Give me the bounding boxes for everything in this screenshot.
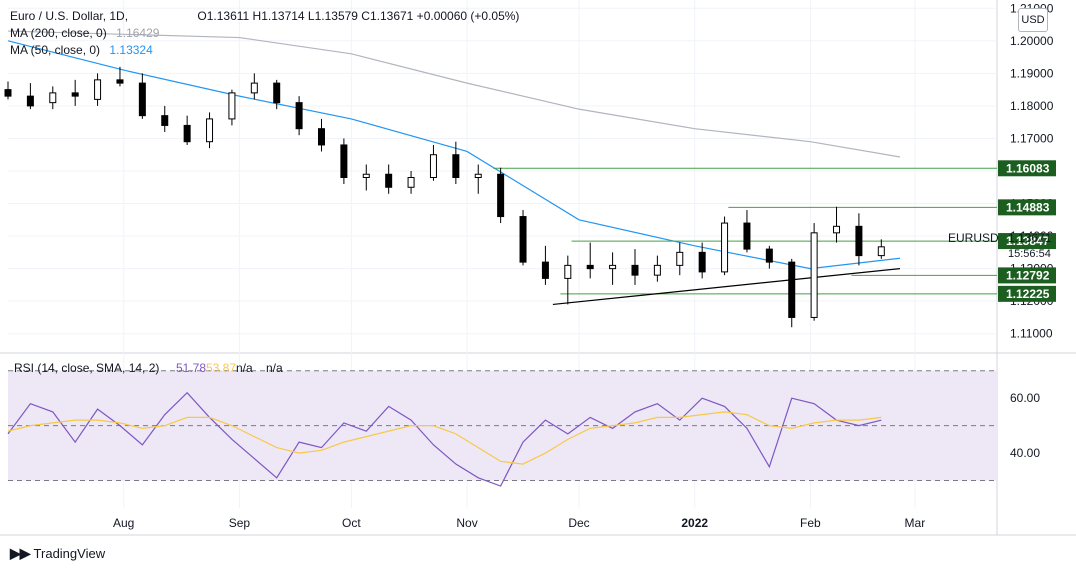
symbol-name[interactable]: Euro / U.S. Dollar, 1D,	[10, 9, 129, 23]
candle-body	[877, 246, 885, 257]
candle-body	[833, 225, 841, 234]
candle-body	[765, 248, 773, 263]
candle-body	[273, 82, 281, 104]
candle-body	[71, 92, 79, 97]
level-label-bg	[998, 267, 1056, 284]
tradingview-logo-icon: ▶▶	[10, 545, 31, 561]
price-tick-label: 1.17000	[1010, 131, 1054, 145]
ohlc-values: O1.13611 H1.13714 L1.13579 C1.13671 +0.0…	[197, 9, 520, 23]
legend-ma200-row[interactable]: MA (200, close, 0) 1.16429	[10, 25, 165, 41]
time-tick-label: Oct	[342, 516, 361, 530]
candle-body	[676, 251, 684, 266]
candle-body	[138, 82, 146, 117]
candle-body	[4, 89, 12, 97]
price-tick-label: 1.11000	[1010, 327, 1053, 341]
ma200-line	[7, 30, 901, 158]
level-label: 1.14883	[1006, 200, 1050, 214]
candle-body	[631, 264, 639, 276]
level-label: 1.13847	[1006, 234, 1050, 248]
bar-countdown: 15:56:54	[1008, 248, 1051, 260]
ma200-label: MA (200, close, 0)	[10, 26, 107, 40]
brand-name: TradingView	[33, 546, 106, 561]
candle-body	[295, 102, 303, 130]
time-tick-label: Sep	[229, 516, 251, 530]
candle-body	[407, 177, 415, 188]
trendline[interactable]	[552, 268, 901, 306]
candle-body	[586, 264, 594, 270]
level-label-bg	[998, 233, 1056, 250]
legend-ma50-row[interactable]: MA (50, close, 0) 1.13324	[10, 42, 159, 58]
candle-body	[452, 154, 460, 178]
time-tick-label: Mar	[905, 516, 926, 530]
currency-button[interactable]: USD	[1018, 8, 1048, 32]
candle-body	[541, 261, 549, 279]
candle-body	[429, 154, 437, 178]
candle-body	[474, 173, 482, 179]
rsi-legend-value: n/a	[266, 361, 283, 375]
rsi-tick-label: 60.00	[1010, 391, 1040, 405]
candle-body	[228, 92, 236, 120]
level-label-bg	[998, 285, 1056, 302]
last-price-symbol: EURUSD	[948, 231, 999, 245]
candle-body	[340, 144, 348, 179]
price-tick-label: 1.20000	[1010, 34, 1054, 48]
candle-body	[161, 115, 169, 126]
candle-body	[116, 79, 124, 84]
candle-body	[653, 264, 661, 276]
level-label-bg	[998, 160, 1056, 177]
ma50-value: 1.13324	[109, 43, 153, 57]
ma200-value: 1.16429	[116, 26, 160, 40]
price-tick-label: 1.18000	[1010, 99, 1054, 113]
candle-body	[26, 95, 34, 107]
candle-body	[721, 222, 729, 273]
time-tick-label: Aug	[113, 516, 134, 530]
candle-body	[250, 82, 258, 94]
rsi-sma-line	[7, 411, 882, 465]
time-tick-label: Nov	[456, 516, 477, 530]
level-label: 1.12792	[1006, 268, 1050, 282]
ma50-label: MA (50, close, 0)	[10, 43, 101, 57]
candle-body	[788, 261, 796, 318]
candle-body	[855, 225, 863, 257]
candle-body	[810, 232, 818, 318]
rsi-legend-value: n/a	[236, 361, 253, 375]
time-tick-label: Feb	[800, 516, 821, 530]
candle-body	[94, 79, 102, 100]
candle-body	[609, 264, 617, 270]
legend-symbol-row: Euro / U.S. Dollar, 1D, O1.13611 H1.1371…	[10, 8, 525, 24]
price-tick-label: 1.19000	[1010, 66, 1054, 80]
level-label: 1.16083	[1006, 161, 1050, 175]
level-label-bg	[998, 199, 1056, 216]
candle-body	[206, 118, 214, 143]
rsi-title: RSI (14, close, SMA, 14, 2)	[14, 361, 159, 375]
rsi-line	[7, 391, 882, 487]
candle-body	[564, 264, 572, 279]
candle-body	[49, 92, 57, 104]
candle-body	[519, 216, 527, 263]
candle-body	[698, 251, 706, 273]
tradingview-brand[interactable]: ▶▶ TradingView	[10, 545, 105, 562]
rsi-legend-value: 51.78	[176, 361, 206, 375]
rsi-tick-label: 40.00	[1010, 446, 1040, 460]
rsi-legend-value: 53.87	[206, 361, 236, 375]
level-label: 1.12225	[1006, 287, 1050, 301]
candle-body	[497, 173, 505, 218]
candle-body	[183, 124, 191, 143]
candle-body	[743, 222, 751, 250]
candle-body	[385, 173, 393, 188]
time-tick-label: Dec	[568, 516, 589, 530]
time-tick-label: 2022	[681, 516, 708, 530]
last-price-value: 1.13671	[1008, 231, 1052, 245]
candle-body	[362, 173, 370, 179]
candle-body	[317, 128, 325, 146]
